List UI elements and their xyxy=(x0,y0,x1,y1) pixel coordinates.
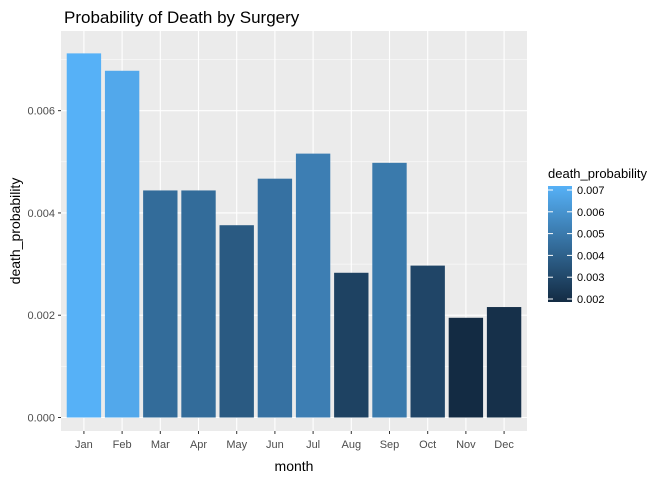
x-tick-label: Aug xyxy=(342,439,362,451)
legend-label: 0.005 xyxy=(577,229,605,241)
x-tick-label: Apr xyxy=(190,439,207,451)
x-axis: Jan Feb Mar Apr May Jun Jul Aug Sep Oct Nov Dec xyxy=(75,431,514,451)
bar-apr xyxy=(181,190,216,418)
bar-nov xyxy=(448,317,484,418)
bar-jan xyxy=(66,53,102,418)
x-tick-label: Feb xyxy=(113,439,132,451)
bar-dec xyxy=(486,307,522,418)
x-tick-label: Dec xyxy=(494,439,514,451)
bar-mar xyxy=(143,190,178,418)
y-axis-title: death_probability xyxy=(7,178,23,285)
x-tick-label: Jul xyxy=(306,439,320,451)
bar-feb xyxy=(104,70,140,418)
bar-jul xyxy=(295,153,331,418)
bar-jun xyxy=(257,178,293,418)
y-tick-label: 0.000 xyxy=(27,413,55,425)
legend-label: 0.003 xyxy=(577,272,605,284)
y-axis: 0.000 0.002 0.004 0.006 xyxy=(27,106,61,425)
x-tick-label: Mar xyxy=(151,439,170,451)
legend-label: 0.004 xyxy=(577,250,605,262)
y-tick-label: 0.004 xyxy=(27,208,55,220)
x-tick-label: Sep xyxy=(380,439,400,451)
chart-title: Probability of Death by Surgery xyxy=(64,8,300,27)
x-axis-title: month xyxy=(275,458,314,474)
legend-label: 0.006 xyxy=(577,207,605,219)
x-tick-label: Jan xyxy=(75,439,93,451)
y-tick-label: 0.002 xyxy=(27,310,55,322)
legend: death_probability 0.0070.0060.0050.0040.… xyxy=(548,166,648,306)
bar-aug xyxy=(334,272,369,418)
legend-label: 0.007 xyxy=(577,185,605,197)
bar-sep xyxy=(372,162,407,418)
x-tick-label: May xyxy=(226,439,247,451)
x-tick-label: Nov xyxy=(456,439,476,451)
legend-label: 0.002 xyxy=(577,294,605,306)
legend-colorbar xyxy=(548,186,572,302)
x-tick-label: Oct xyxy=(419,439,436,451)
x-tick-label: Jun xyxy=(266,439,284,451)
bar-oct xyxy=(410,265,445,418)
legend-title: death_probability xyxy=(548,166,648,181)
y-tick-label: 0.006 xyxy=(27,106,55,118)
bars-group xyxy=(66,53,522,418)
bar-may xyxy=(219,225,254,418)
legend-ticks: 0.007 0.006 0.005 0.004 0.003 0.002 xyxy=(548,185,605,306)
